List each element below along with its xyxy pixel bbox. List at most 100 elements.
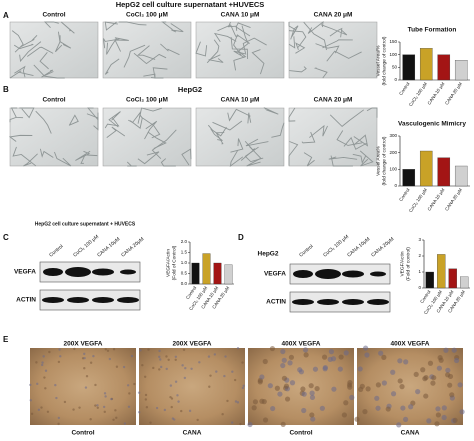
panel-letter: A: [3, 11, 9, 20]
cell: [215, 370, 218, 373]
image-label: CoCl₂ 100 μM: [126, 97, 168, 104]
vessel: [23, 153, 38, 167]
vessel: [54, 35, 63, 53]
cell: [301, 407, 307, 414]
vessel: [9, 70, 34, 79]
vessel: [170, 23, 184, 33]
cell: [302, 347, 309, 353]
cell: [177, 400, 180, 403]
cell: [138, 411, 141, 414]
micrograph: [288, 21, 378, 79]
cell: [349, 394, 355, 401]
cell: [447, 382, 453, 388]
vessel: [329, 109, 365, 127]
cell: [57, 422, 60, 426]
cell: [155, 406, 159, 410]
cell: [397, 358, 403, 364]
cell: [130, 354, 134, 358]
cell: [58, 348, 61, 351]
row-label: ACTIN: [16, 297, 36, 304]
cell: [29, 399, 32, 402]
cell: [103, 410, 106, 414]
vessel: [87, 107, 99, 121]
cell: [453, 357, 460, 364]
cell: [310, 416, 316, 422]
cell: [267, 383, 273, 389]
x-tick-label: Control: [398, 187, 410, 202]
y-tick-label: 0.5: [181, 271, 188, 276]
vessel: [12, 146, 37, 167]
y-tick-label: 1.5: [181, 250, 188, 255]
cell: [321, 354, 328, 360]
blot-band: [342, 270, 364, 278]
cell: [277, 391, 283, 397]
blot-band: [315, 269, 341, 279]
cell: [375, 382, 381, 388]
micrograph: [9, 21, 99, 79]
cell: [441, 414, 447, 421]
cell: [57, 416, 61, 420]
x-tick-label: CoCl₂ 100 μM: [408, 187, 428, 213]
cell: [104, 395, 107, 398]
panel-letter: B: [3, 85, 9, 94]
vessel: [54, 151, 72, 167]
cell: [141, 363, 144, 367]
vessel: [9, 116, 17, 123]
image-label: 400X VEGFA: [390, 341, 429, 348]
vessel: [19, 41, 42, 63]
cell: [341, 412, 347, 418]
y-axis-label: (Fold of control): [405, 247, 411, 281]
cell: [96, 404, 99, 407]
blot-title: HepG2 cell culture supernatant + HUVECS: [35, 221, 136, 227]
cell: [400, 405, 406, 411]
cell: [46, 410, 50, 413]
micrograph: [102, 21, 192, 79]
cell: [114, 409, 117, 412]
cell: [241, 386, 245, 390]
blot-band: [67, 297, 89, 303]
blot-band: [342, 299, 364, 305]
vessel: [328, 156, 358, 160]
y-tick-label: 0.0: [181, 281, 188, 286]
cell: [236, 346, 240, 350]
vessel: [207, 54, 224, 63]
cell: [241, 361, 244, 364]
cell: [396, 422, 402, 428]
vessel: [13, 43, 34, 50]
cell: [143, 375, 147, 379]
bar: [454, 165, 468, 187]
cell: [96, 406, 99, 409]
cell: [208, 385, 211, 388]
bar: [202, 253, 211, 285]
cell: [423, 393, 429, 399]
cell: [182, 348, 186, 351]
vessel: [230, 36, 249, 60]
cell: [390, 391, 397, 397]
cell: [144, 398, 148, 401]
vessel: [322, 39, 353, 49]
vessel: [27, 46, 54, 57]
vessel: [8, 134, 33, 142]
chart-title: Tube Formation: [408, 27, 457, 34]
vessel: [366, 107, 378, 118]
cell: [262, 358, 268, 365]
cell: [115, 365, 119, 368]
row-label: ACTIN: [266, 299, 286, 306]
cell: [354, 416, 360, 422]
cell: [280, 362, 286, 369]
blot-band: [370, 271, 386, 277]
cell: [40, 406, 43, 409]
cell: [242, 384, 245, 387]
vessel: [104, 117, 120, 129]
y-axis-label: Vessel Area%: [375, 145, 381, 175]
vessel: [309, 124, 328, 138]
cell: [459, 409, 465, 415]
y-axis-label: Vessel Area/%: [375, 45, 381, 77]
cell: [312, 366, 319, 372]
cell: [441, 405, 447, 411]
vessel: [75, 150, 91, 161]
cell: [145, 406, 149, 409]
vessel: [108, 111, 121, 128]
cell: [288, 354, 295, 360]
